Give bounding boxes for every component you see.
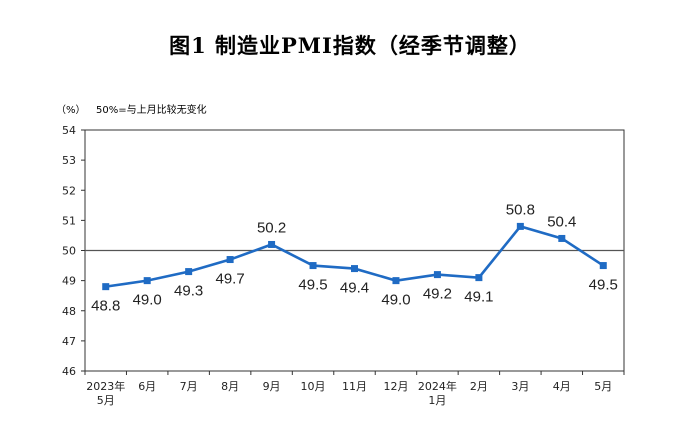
- data-point: [516, 222, 524, 230]
- data-point: [102, 283, 110, 291]
- data-label: 50.8: [506, 201, 535, 218]
- data-point: [268, 240, 276, 248]
- chart-title: 图1 制造业PMI指数（经季节调整）: [169, 33, 531, 58]
- x-tick-label: 2023年 5月: [86, 379, 125, 407]
- data-label: 49.1: [464, 289, 493, 306]
- data-label: 49.5: [298, 277, 327, 294]
- data-label: 49.7: [216, 271, 245, 288]
- y-tick-label: 51: [62, 214, 76, 227]
- x-tick-label: 11月: [342, 380, 367, 393]
- x-tick-label: 8月: [221, 380, 239, 393]
- x-tick-label: 10月: [301, 380, 326, 393]
- data-point: [599, 262, 607, 270]
- x-tick-label: 12月: [383, 380, 408, 393]
- data-label: 50.4: [547, 213, 576, 230]
- data-label: 49.0: [381, 292, 410, 309]
- data-point: [392, 277, 400, 285]
- data-point: [475, 274, 483, 282]
- data-label: 49.0: [133, 292, 162, 309]
- y-tick-label: 53: [62, 154, 76, 167]
- y-tick-label: 54: [62, 124, 76, 137]
- data-label: 50.2: [257, 219, 286, 236]
- y-tick-label: 46: [62, 365, 76, 378]
- x-tick-label: 6月: [138, 380, 156, 393]
- data-point: [433, 271, 441, 279]
- x-tick-label: 7月: [180, 380, 198, 393]
- data-label: 49.4: [340, 280, 369, 297]
- data-label: 49.2: [423, 286, 452, 303]
- x-tick-label: 2024年 1月: [418, 379, 457, 407]
- x-tick-label: 5月: [594, 380, 612, 393]
- data-point: [185, 268, 193, 276]
- data-label: 48.8: [91, 298, 120, 315]
- x-tick-label: 9月: [263, 380, 281, 393]
- y-tick-label: 48: [62, 305, 76, 318]
- data-label: 49.3: [174, 283, 203, 300]
- series-line: [105, 224, 604, 288]
- data-point: [351, 265, 358, 273]
- y-tick-label: 49: [62, 275, 76, 288]
- data-point: [143, 277, 151, 285]
- data-point: [309, 262, 317, 270]
- data-point: [226, 256, 234, 264]
- y-tick-label: 52: [62, 184, 76, 197]
- x-tick-label: 2月: [470, 380, 488, 393]
- y-axis-unit: （%）: [56, 105, 86, 116]
- data-label: 49.5: [589, 277, 618, 294]
- x-tick-label: 4月: [553, 380, 571, 393]
- y-tick-label: 50: [62, 245, 76, 258]
- x-tick-label: 3月: [511, 380, 529, 393]
- y-tick-label: 47: [62, 335, 76, 348]
- data-point: [558, 234, 566, 242]
- baseline-note: 50%=与上月比较无变化: [96, 105, 207, 116]
